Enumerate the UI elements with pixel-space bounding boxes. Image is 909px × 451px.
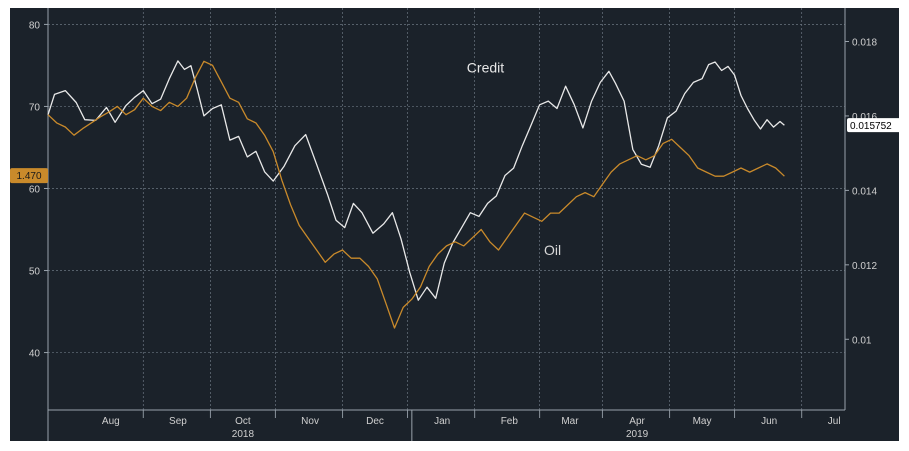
y-right-tick-label: 0.012 bbox=[852, 261, 877, 272]
y-left-tick-label: 70 bbox=[29, 102, 41, 113]
last-value-tag-oil bbox=[10, 168, 48, 184]
y-left-tick-label: 80 bbox=[29, 20, 41, 31]
x-tick-label: Jan bbox=[434, 416, 450, 427]
y-right-tick-label: 0.018 bbox=[852, 38, 877, 49]
plot-background bbox=[10, 8, 899, 441]
series-line-oil bbox=[47, 60, 785, 329]
y-left-tick-label: 50 bbox=[29, 267, 41, 278]
x-tick-label: Sep bbox=[169, 416, 187, 427]
last-value-label-oil: 1.470 bbox=[16, 171, 41, 182]
y-right-tick-label: 0.01 bbox=[852, 335, 872, 346]
annotation-credit: Credit bbox=[467, 60, 504, 76]
x-tick-label: Oct bbox=[235, 416, 251, 427]
y-left-tick-label: 40 bbox=[29, 349, 41, 360]
series-line-credit bbox=[47, 60, 785, 301]
x-tick-label: Dec bbox=[366, 416, 384, 427]
last-value-label-credit: 0.015752 bbox=[850, 121, 892, 132]
x-tick-label: Jun bbox=[761, 416, 777, 427]
x-tick-label: Nov bbox=[301, 416, 319, 427]
axes bbox=[44, 8, 849, 441]
y-left-tick-label: 60 bbox=[29, 184, 41, 195]
labels: 40 50 60 70 80 0.01 0.012 0.014 0.016 0.018 Aug Sep… bbox=[10, 20, 903, 440]
y-right-tick-label: 0.016 bbox=[852, 112, 877, 123]
series-lines bbox=[47, 60, 785, 329]
x-tick-label: Feb bbox=[501, 416, 519, 427]
x-tick-label: May bbox=[693, 416, 712, 427]
x-tick-label: Aug bbox=[102, 416, 120, 427]
x-year-label: 2019 bbox=[626, 429, 649, 440]
last-value-tag-credit bbox=[847, 118, 903, 133]
y-right-tick-label: 0.014 bbox=[852, 186, 877, 197]
x-tick-label: Apr bbox=[629, 416, 645, 427]
x-tick-label: Mar bbox=[561, 416, 579, 427]
grid-lines bbox=[48, 8, 845, 410]
x-year-label: 2018 bbox=[232, 429, 255, 440]
x-tick-label: Jul bbox=[828, 416, 841, 427]
annotation-oil: Oil bbox=[544, 242, 561, 258]
